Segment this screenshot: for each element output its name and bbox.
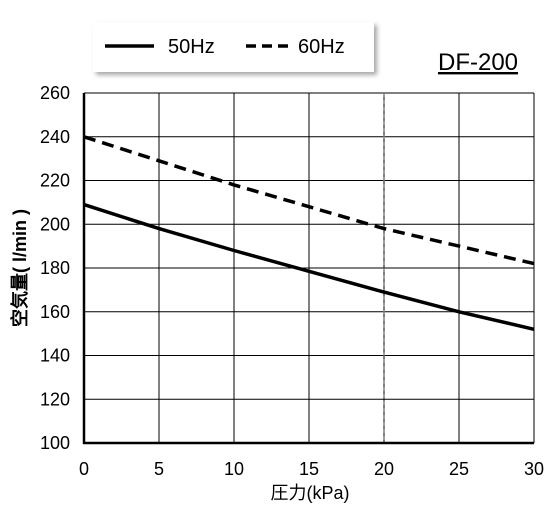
axes (82, 93, 534, 445)
y-tick-label: 200 (40, 214, 70, 234)
x-tick-label: 0 (79, 459, 89, 479)
y-tick-label: 120 (40, 389, 70, 409)
y-axis-label: 空気量( l/min ) (9, 209, 30, 327)
x-tick-label: 5 (154, 459, 164, 479)
y-tick-label: 180 (40, 258, 70, 278)
y-tick-label: 220 (40, 171, 70, 191)
x-tick-label: 15 (299, 459, 319, 479)
y-tick-label: 160 (40, 302, 70, 322)
x-tick-label: 30 (524, 459, 544, 479)
legend-label-50hz: 50Hz (168, 36, 215, 58)
series-lines (83, 135, 535, 332)
x-tick-label: 25 (449, 459, 469, 479)
y-tick-label: 140 (40, 346, 70, 366)
grid (84, 92, 535, 443)
x-tick-label: 20 (374, 459, 394, 479)
y-tick-label: 240 (40, 127, 70, 147)
y-tick-label: 100 (40, 433, 70, 453)
y-tick-label: 260 (40, 83, 70, 103)
model-label: DF-200 (438, 49, 518, 76)
x-tick-label: 10 (224, 459, 244, 479)
x-axis-label: 圧力(kPa) (270, 483, 349, 503)
tick-labels: 0 5 10 15 20 25 30 100 120 140 160 180 200 220 240 260 (40, 83, 544, 479)
series-line-60hz (83, 135, 535, 266)
series-line-50hz (83, 202, 535, 332)
legend-label-60hz: 60Hz (298, 36, 345, 58)
legend: 50Hz 60Hz (93, 22, 374, 72)
